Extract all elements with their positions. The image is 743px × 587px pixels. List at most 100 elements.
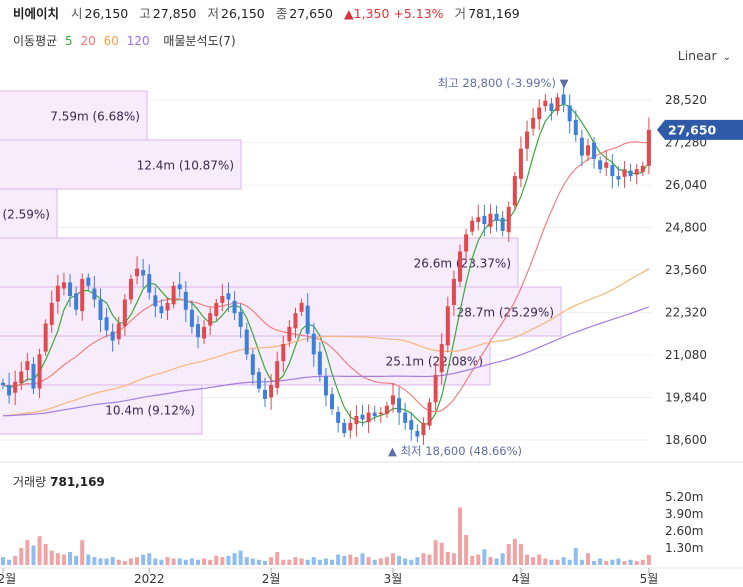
current-price-marker xyxy=(657,119,743,140)
candle-up xyxy=(220,296,225,303)
candle-up xyxy=(506,206,511,233)
candle-down xyxy=(68,282,73,297)
volume-bar xyxy=(610,559,615,565)
candle-up xyxy=(476,217,481,223)
candle-down xyxy=(311,333,316,355)
candle-down xyxy=(263,389,268,399)
volume-bar xyxy=(476,554,481,565)
x-axis-label: 4월 xyxy=(512,572,531,586)
ma5-line xyxy=(2,103,650,426)
volume-bar xyxy=(372,559,377,565)
volume-bar xyxy=(317,559,322,565)
candle-up xyxy=(13,381,18,393)
volume-bar xyxy=(55,553,60,565)
volume-bar xyxy=(226,555,231,565)
volume-bar xyxy=(543,558,548,565)
volume-bar xyxy=(433,540,438,565)
close-value: 27,650 xyxy=(289,6,334,21)
annotations: 최고 28,800 (-3.99%) ▼ ▲ 최저 18,600 (48.66%) xyxy=(388,76,569,458)
volume-panel-title: 거래량 781,169 xyxy=(13,473,105,490)
scale-label: Linear xyxy=(677,48,717,63)
volume-bar xyxy=(122,561,127,565)
price-tick-label: 24,800 xyxy=(665,221,707,235)
candle-up xyxy=(275,361,280,388)
volume-bar xyxy=(579,559,584,565)
candle-down xyxy=(494,213,499,221)
candle-up xyxy=(37,354,42,389)
candle-up xyxy=(384,405,389,414)
scale-dropdown[interactable]: Linear ⌄ xyxy=(678,48,731,63)
volume-bar xyxy=(183,559,188,565)
volume-bar xyxy=(305,559,310,565)
close-label: 종 xyxy=(275,6,288,21)
candle-down xyxy=(74,293,79,310)
candle-up xyxy=(366,412,371,423)
candle-up xyxy=(19,371,24,384)
candle-up xyxy=(293,313,298,329)
volume-bar xyxy=(555,559,560,565)
volume-bar xyxy=(494,558,499,565)
volume-bar xyxy=(159,559,164,565)
volume-bar xyxy=(531,557,536,565)
volume-panel-value: 781,169 xyxy=(50,475,105,489)
volume-bar xyxy=(512,538,517,565)
volume-bar xyxy=(354,557,359,565)
current-price-label: 27,650 xyxy=(668,122,717,137)
candle-up xyxy=(585,145,590,156)
volume-bar xyxy=(616,558,621,565)
candle-down xyxy=(92,288,97,300)
volume-bar xyxy=(311,557,316,565)
volume-bar xyxy=(360,553,365,565)
volume-bar xyxy=(135,557,140,565)
ma120-label[interactable]: 120 xyxy=(126,34,150,48)
volume-bar xyxy=(427,554,432,565)
volume-bar xyxy=(336,554,341,565)
ma-legend[interactable]: 이동평균 5 20 60 120 매물분석도(7) xyxy=(13,32,240,49)
volume-panel-label: 거래량 xyxy=(13,475,47,489)
volume-profile-label: 7.59m (6.68%) xyxy=(50,110,140,124)
candle-up xyxy=(25,361,30,371)
volume-bar xyxy=(439,542,444,565)
price-tick-label: 23,560 xyxy=(665,263,707,277)
volume-profile-label: 25.1m (22.08%) xyxy=(386,355,483,369)
volume-bar xyxy=(640,559,645,565)
ma20-label[interactable]: 20 xyxy=(80,34,96,48)
volume-label: 거 xyxy=(454,6,467,21)
candle-up xyxy=(531,117,536,129)
candle-down xyxy=(226,293,231,300)
candle-up xyxy=(281,344,286,362)
x-axis-label: 2022 xyxy=(134,572,165,586)
ma-legend-title: 이동평균 xyxy=(13,34,58,48)
candle-down xyxy=(238,311,243,327)
candle-up xyxy=(128,278,133,300)
volume-bar xyxy=(110,557,115,565)
candle-down xyxy=(110,331,115,341)
volume-profile-label: 10.4m (9.12%) xyxy=(105,404,195,418)
candle-up xyxy=(378,412,383,415)
ma60-label[interactable]: 60 xyxy=(103,34,119,48)
volume-bar xyxy=(244,557,249,565)
volume-profile-label[interactable]: 매물분석도(7) xyxy=(163,34,236,48)
candle-down xyxy=(317,351,322,375)
volume-bar xyxy=(1,557,5,565)
open-label: 시 xyxy=(71,6,83,21)
volume-bar xyxy=(92,557,97,565)
candle-down xyxy=(573,119,578,135)
open-value: 26,150 xyxy=(84,6,129,21)
volume-bar xyxy=(366,557,371,565)
price-axis: 28,52027,28026,04024,80023,56022,32021,0… xyxy=(657,93,743,447)
volume-bar xyxy=(68,551,73,565)
volume-bar xyxy=(330,559,335,565)
volume-bar xyxy=(384,557,389,565)
candle-up xyxy=(287,326,292,342)
candle-down xyxy=(244,329,249,355)
volume-bar xyxy=(61,554,66,565)
candle-down xyxy=(330,394,335,410)
candle-up xyxy=(269,385,274,398)
candle-up xyxy=(171,285,176,305)
candle-down xyxy=(482,215,487,225)
ma5-label[interactable]: 5 xyxy=(65,34,73,48)
volume-bar xyxy=(646,554,651,565)
candle-down xyxy=(579,137,584,156)
